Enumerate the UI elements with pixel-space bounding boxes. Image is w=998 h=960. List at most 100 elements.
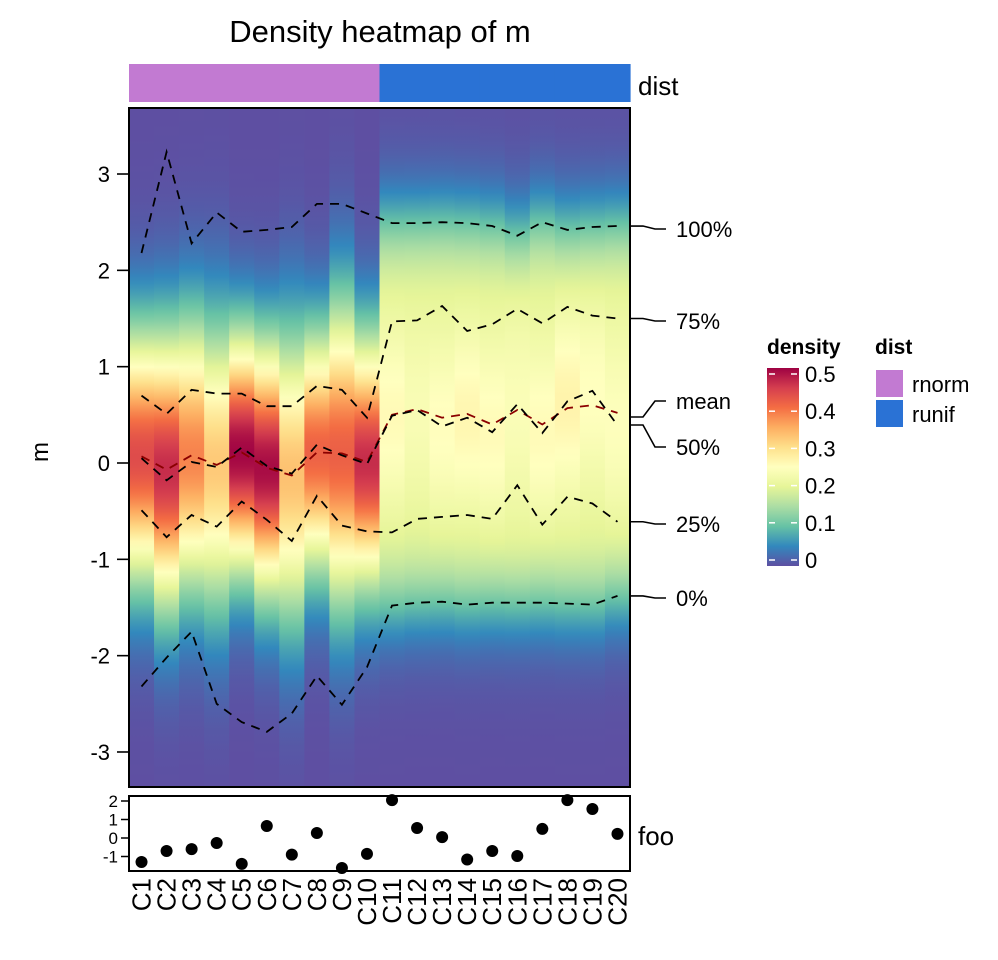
dist-annotation-cell — [554, 64, 581, 102]
y-tick-label: -2 — [90, 644, 110, 669]
heatmap-column-C12 — [404, 108, 431, 787]
heatmap-column-C18 — [554, 108, 581, 787]
dist-legend-swatch-rnorm — [876, 370, 903, 397]
heatmap-column-C16 — [504, 108, 531, 787]
quantile-connector — [630, 424, 666, 448]
quantile-label: mean — [676, 389, 731, 414]
heatmap-column-C4 — [204, 108, 230, 787]
dist-annotation-cell — [404, 64, 431, 102]
heatmap-column-C1 — [129, 108, 155, 787]
dist-legend-label: runif — [912, 402, 956, 427]
column-label-C9: C9 — [327, 878, 357, 911]
heatmap-column-C11 — [379, 108, 406, 787]
column-label-C2: C2 — [152, 878, 182, 911]
column-label-C4: C4 — [202, 878, 232, 911]
foo-panel-border — [128, 795, 631, 872]
quantile-connector — [630, 317, 666, 322]
y-tick-label: -3 — [90, 740, 110, 765]
foo-annotation-panel: 210-1 — [103, 792, 631, 874]
column-label-C14: C14 — [452, 878, 482, 926]
foo-annotation-label: foo — [638, 821, 674, 851]
column-label-C12: C12 — [402, 878, 432, 926]
foo-point-C2 — [160, 844, 173, 857]
column-label-C19: C19 — [577, 878, 607, 926]
foo-point-C6 — [260, 819, 273, 832]
foo-point-C3 — [185, 843, 198, 856]
x-axis-column-labels: C1C2C3C4C5C6C7C8C9C10C11C12C13C14C15C16C… — [127, 878, 633, 926]
y-tick-label: 1 — [98, 355, 110, 380]
column-label-C18: C18 — [552, 878, 582, 926]
y-axis-label: m — [27, 442, 54, 462]
quantile-label: 75% — [676, 309, 720, 334]
foo-point-C9 — [335, 861, 348, 874]
quantile-label: 100% — [676, 217, 732, 242]
column-label-C3: C3 — [177, 878, 207, 911]
foo-y-tick-label: 0 — [109, 829, 118, 848]
dist-annotation-cell — [254, 64, 280, 102]
dist-legend: dist rnorm runif — [875, 336, 969, 427]
dist-legend-label: rnorm — [912, 372, 969, 397]
foo-point-C5 — [235, 857, 248, 870]
dist-annotation-cell — [354, 64, 381, 102]
column-label-C15: C15 — [477, 878, 507, 926]
heatmap-column-C13 — [429, 108, 456, 787]
dist-annotation-cell — [479, 64, 506, 102]
foo-y-tick-label: 1 — [109, 811, 118, 830]
foo-point-C8 — [310, 827, 323, 840]
dist-annotation-cell — [579, 64, 606, 102]
heatmap-column-C2 — [154, 108, 180, 787]
quantile-line-75pct — [140, 304, 618, 420]
quantile-label: 0% — [676, 586, 708, 611]
dist-annotation-cell — [279, 64, 305, 102]
column-label-C11: C11 — [377, 878, 407, 924]
heatmap-border — [128, 107, 631, 788]
dist-annotation-cell — [329, 64, 356, 102]
dist-annotation-cell — [304, 64, 330, 102]
heatmap-body — [129, 108, 631, 787]
dist-annotation-cell — [129, 64, 155, 102]
foo-y-tick-label: -1 — [103, 848, 118, 867]
dist-annotation-cell — [529, 64, 556, 102]
foo-y-tick-label: 2 — [109, 792, 118, 811]
foo-point-C17 — [536, 822, 549, 835]
column-label-C8: C8 — [302, 878, 332, 911]
y-tick-label: 2 — [98, 258, 110, 283]
heatmap-column-C17 — [529, 108, 556, 787]
quantile-line-mean — [141, 404, 618, 477]
density-tick-label: 0.1 — [805, 511, 836, 536]
dist-annotation-cell — [379, 64, 406, 102]
quantile-label: 25% — [676, 512, 720, 537]
dist-annotation-bar — [129, 64, 631, 102]
y-tick-label: 3 — [98, 162, 110, 187]
column-label-C6: C6 — [252, 878, 282, 911]
dist-annotation-cell — [604, 64, 631, 102]
foo-point-C19 — [586, 802, 599, 815]
heatmap-column-C5 — [229, 108, 255, 787]
heatmap-column-C20 — [604, 108, 631, 787]
density-tick-label: 0.3 — [805, 436, 836, 461]
quantile-connector — [630, 520, 666, 525]
foo-point-C13 — [436, 831, 449, 844]
density-color-bar — [767, 368, 799, 566]
column-label-C13: C13 — [427, 878, 457, 926]
dist-annotation-label: dist — [638, 71, 679, 101]
dist-annotation-cell — [429, 64, 456, 102]
quantile-line-100pct — [140, 148, 618, 254]
dist-legend-title: dist — [875, 336, 912, 359]
foo-point-C1 — [135, 856, 148, 869]
dist-annotation-cell — [154, 64, 180, 102]
foo-point-C11 — [386, 794, 399, 807]
foo-point-C7 — [285, 848, 298, 861]
density-tick-label: 0 — [805, 548, 817, 573]
heatmap-column-C8 — [304, 108, 330, 787]
dist-annotation-cell — [504, 64, 531, 102]
foo-point-C16 — [511, 849, 524, 862]
dist-annotation-cell — [454, 64, 481, 102]
column-label-C20: C20 — [602, 878, 632, 926]
foo-point-C12 — [411, 822, 424, 835]
heatmap-column-C3 — [179, 108, 205, 787]
heatmap-column-C6 — [254, 108, 280, 787]
foo-point-C18 — [561, 794, 574, 807]
foo-point-C10 — [360, 847, 373, 860]
